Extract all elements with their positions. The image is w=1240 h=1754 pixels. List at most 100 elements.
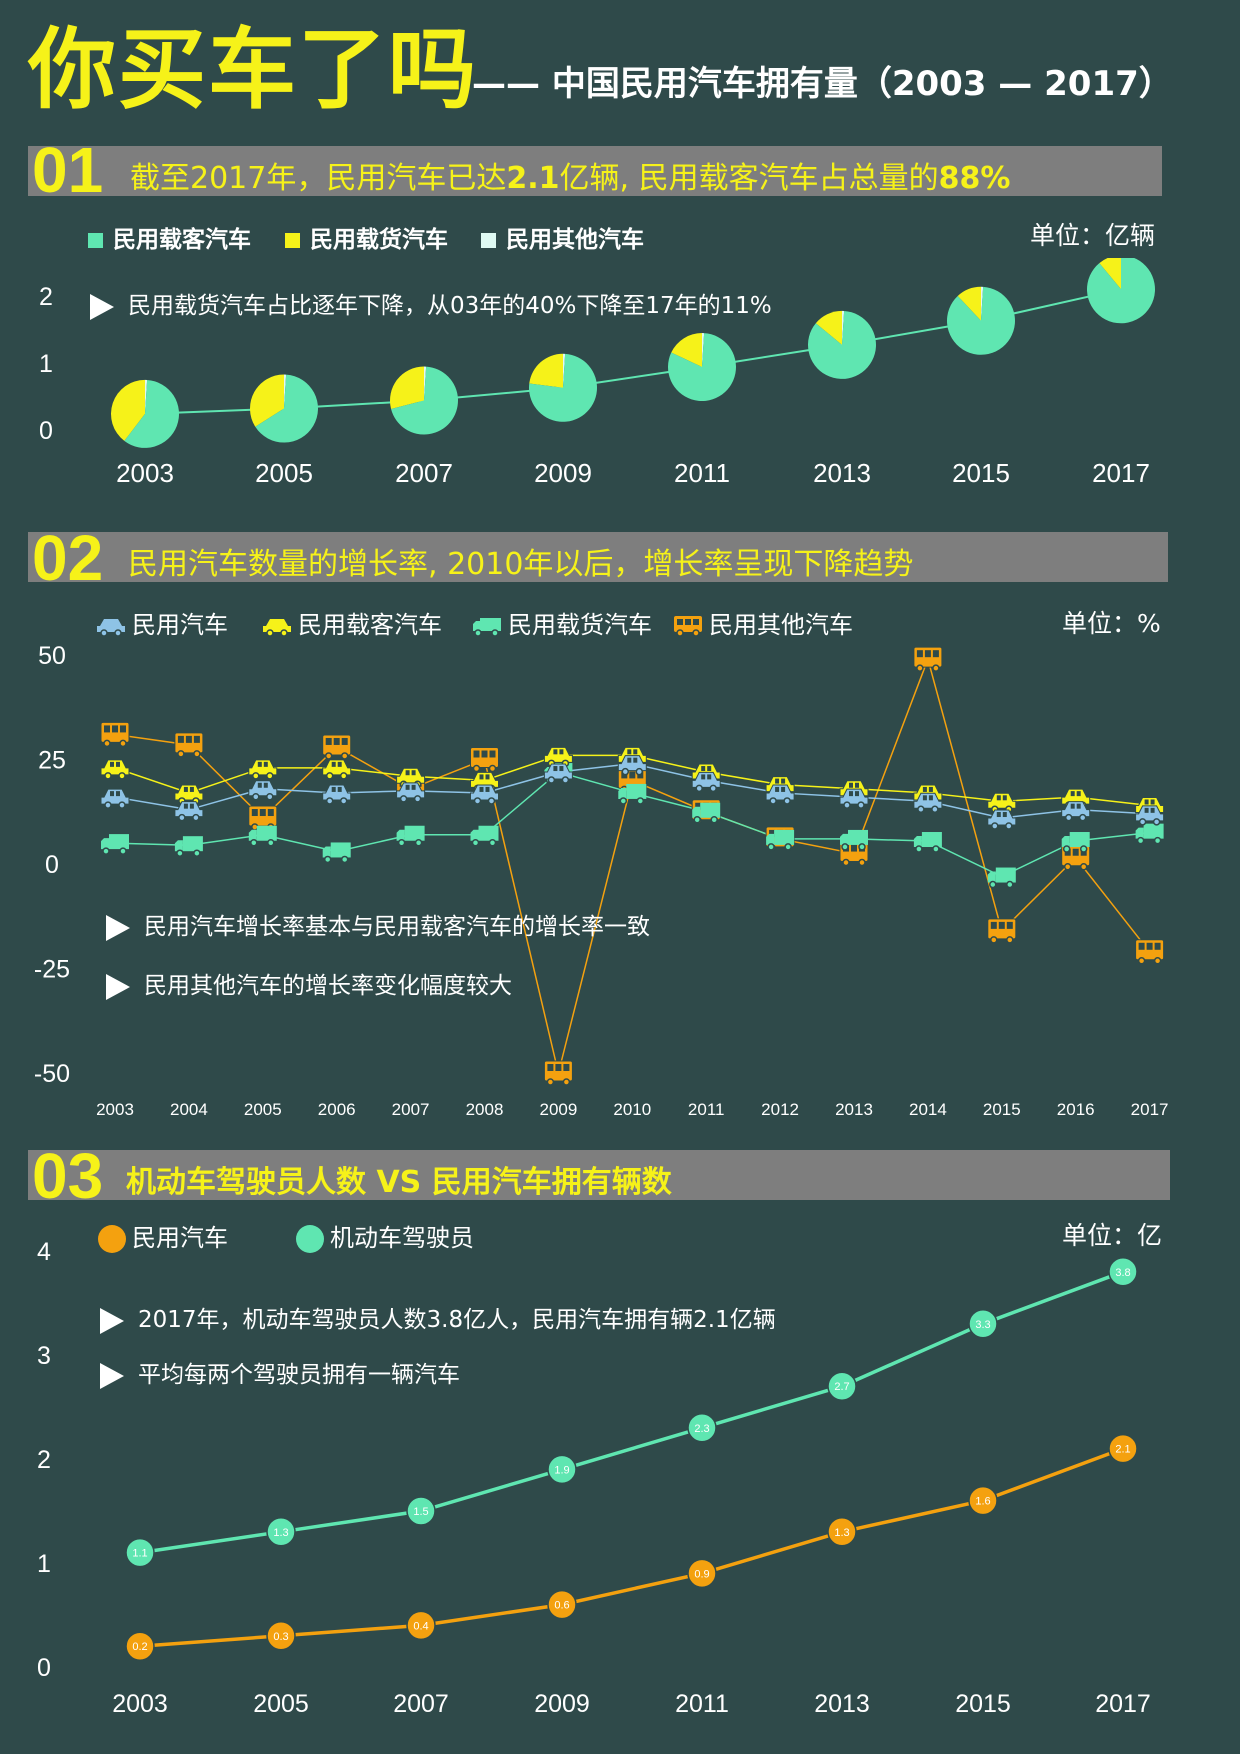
car-window bbox=[411, 784, 416, 790]
wheel bbox=[472, 764, 481, 773]
pie-slice-passenger bbox=[946, 286, 1015, 355]
page-title: 你买车了吗 bbox=[28, 18, 479, 121]
truck-cab bbox=[470, 829, 479, 841]
y-tick-label: 0 bbox=[37, 1654, 51, 1682]
x-tick-label: 2005 bbox=[255, 458, 313, 488]
car-window bbox=[1070, 803, 1075, 809]
bus-window bbox=[1154, 942, 1161, 950]
wheel bbox=[267, 838, 275, 847]
marker-cargo-trucks bbox=[248, 825, 277, 847]
y-tick-label: 0 bbox=[45, 851, 59, 879]
wheel bbox=[769, 797, 777, 805]
car-body bbox=[839, 788, 869, 805]
wheel bbox=[118, 772, 126, 780]
section-2-unit: 单位：% bbox=[1062, 609, 1161, 638]
marker-all-cars bbox=[543, 763, 573, 784]
wheel bbox=[176, 849, 184, 857]
y-tick-label: 4 bbox=[37, 1238, 51, 1266]
car-window bbox=[189, 803, 194, 809]
y-tick-label: -25 bbox=[34, 956, 70, 984]
car-window bbox=[331, 761, 336, 767]
bus-window bbox=[547, 1064, 554, 1071]
car-body bbox=[543, 746, 573, 763]
bus-window bbox=[473, 750, 480, 758]
truck-box bbox=[182, 836, 203, 852]
car-window bbox=[633, 749, 638, 755]
marker-all-cars bbox=[248, 780, 278, 801]
marker-passenger-cars bbox=[174, 784, 204, 805]
pie-slice-cargo bbox=[390, 366, 425, 409]
wheel bbox=[266, 772, 274, 780]
x-tick-label: 2015 bbox=[983, 1100, 1021, 1119]
data-label-cars: 0.4 bbox=[413, 1620, 428, 1632]
marker-cargo-trucks bbox=[396, 825, 425, 847]
note-text: 平均每两个驾驶员拥有一辆汽车 bbox=[138, 1362, 460, 1388]
car-body bbox=[1135, 805, 1165, 822]
car-window bbox=[485, 786, 490, 792]
car-window bbox=[337, 761, 342, 767]
y-tick-label: 2 bbox=[39, 283, 53, 311]
legend-label: 民用汽车 bbox=[132, 611, 228, 639]
pie-slice-passenger bbox=[529, 353, 597, 422]
marker-all-cars bbox=[174, 801, 204, 822]
wheel bbox=[397, 838, 406, 847]
wheel bbox=[487, 797, 496, 805]
bus-window bbox=[695, 802, 702, 810]
x-tick-label: 2013 bbox=[813, 458, 871, 488]
marker-cargo-trucks bbox=[913, 832, 942, 853]
truck-cab bbox=[1061, 836, 1070, 848]
y-tick-label: 2 bbox=[37, 1446, 51, 1474]
truck-box bbox=[626, 783, 647, 799]
truck-box bbox=[921, 832, 942, 848]
marker-all-cars bbox=[322, 784, 352, 805]
car-body bbox=[543, 763, 573, 780]
car-window bbox=[928, 786, 933, 792]
wheel bbox=[252, 772, 260, 780]
series-line-drivers bbox=[139, 1270, 1124, 1555]
car-body bbox=[248, 780, 278, 797]
wheel bbox=[635, 767, 644, 776]
car-window bbox=[263, 761, 268, 767]
pie-slice-passenger bbox=[255, 374, 318, 443]
data-label-cars: 0.9 bbox=[694, 1568, 709, 1580]
pie-slice-passenger bbox=[668, 333, 736, 402]
car-window bbox=[996, 795, 1001, 801]
marker-passenger-cars bbox=[100, 759, 130, 780]
x-tick-label: 2003 bbox=[96, 1100, 134, 1119]
y-tick-label: 0 bbox=[39, 417, 53, 445]
legend-label: 机动车驾驶员 bbox=[330, 1224, 474, 1252]
car-window bbox=[1070, 791, 1075, 797]
car-body bbox=[100, 759, 130, 776]
bus-window bbox=[104, 725, 110, 733]
marker-all-cars bbox=[913, 792, 943, 814]
pie-slice-cargo bbox=[110, 379, 145, 441]
point-drivers bbox=[1108, 1257, 1138, 1287]
marker-cargo-trucks bbox=[692, 802, 721, 824]
car-window bbox=[775, 778, 780, 784]
car-body bbox=[100, 788, 130, 805]
car-window bbox=[627, 757, 632, 763]
truck-cab bbox=[692, 806, 701, 818]
car-body bbox=[691, 771, 721, 788]
truck-cab bbox=[913, 836, 922, 848]
marker-all-cars bbox=[396, 782, 426, 803]
wheel bbox=[621, 767, 630, 776]
point-drivers bbox=[687, 1413, 717, 1443]
wheel bbox=[324, 752, 333, 760]
x-tick-label: 2011 bbox=[688, 1100, 725, 1119]
pie-slice-other bbox=[563, 353, 566, 388]
x-tick-label: 2012 bbox=[761, 1100, 799, 1119]
drivers-vs-cars-chart: 4 3 2 1 0 2003 2005 2007 2009 2011 2013 2015 2017 0.2… bbox=[37, 1238, 1151, 1718]
marker-cargo-trucks bbox=[174, 836, 203, 857]
section-1-banner bbox=[28, 146, 1162, 196]
bus-window bbox=[851, 844, 857, 852]
section-1-note: 民用载货汽车占比逐年下降，从03年的40%下降至17年的11% bbox=[90, 286, 772, 320]
point-cars bbox=[827, 1517, 857, 1547]
note-text: 民用其他汽车的增长率变化幅度较大 bbox=[144, 973, 512, 999]
car-window bbox=[189, 786, 194, 792]
car-window bbox=[116, 761, 120, 767]
car-window bbox=[1150, 807, 1155, 813]
section-1-number: 01 bbox=[32, 134, 104, 206]
wheel bbox=[340, 752, 349, 760]
x-tick-label: 2005 bbox=[253, 1690, 309, 1718]
